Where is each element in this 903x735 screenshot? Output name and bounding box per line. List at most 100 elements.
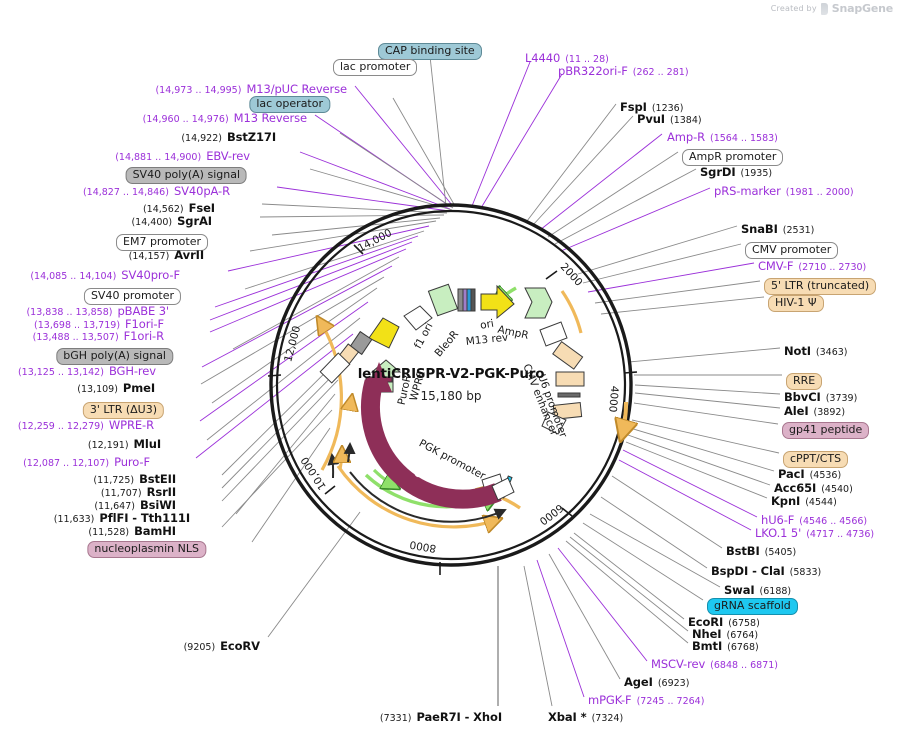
label-name: SnaBI bbox=[741, 222, 778, 236]
enzyme-label-alei[interactable]: AleI (3892) bbox=[784, 405, 846, 418]
label-name: mPGK-F bbox=[588, 693, 632, 707]
feature-label-sv40-promoter[interactable]: SV40 promoter bbox=[83, 288, 181, 305]
label-name: RsrII bbox=[146, 485, 177, 499]
feature-label-lac-operator[interactable]: lac operator bbox=[249, 96, 330, 113]
label-position: (1935) bbox=[740, 168, 773, 179]
primer-label-hu6-f[interactable]: hU6-F (4546 .. 4566) bbox=[761, 514, 867, 527]
enzyme-label-pmei[interactable]: (13,109) PmeI bbox=[77, 381, 155, 395]
enzyme-label-nhei[interactable]: NheI (6764) bbox=[692, 628, 758, 641]
enzyme-label-swai[interactable]: SwaI (6188) bbox=[724, 584, 791, 597]
primer-label-mpgk-f[interactable]: mPGK-F (7245 .. 7264) bbox=[588, 693, 704, 707]
primer-label-pbabe-3prime[interactable]: (13,838 .. 13,858) pBABE 3' bbox=[26, 305, 169, 318]
feature-label-cmv-promoter[interactable]: CMV promoter bbox=[745, 242, 839, 259]
primer-label-pbr322ori-f[interactable]: pBR322ori-F (262 .. 281) bbox=[558, 65, 689, 78]
enzyme-label-mlui[interactable]: (12,191) MluI bbox=[88, 437, 162, 451]
primer-label-m13-puc-reverse[interactable]: (14,973 .. 14,995) M13/pUC Reverse bbox=[155, 83, 347, 96]
primer-label-wpre-r[interactable]: (12,259 .. 12,279) WPRE-R bbox=[18, 419, 154, 432]
primer-label-cmv-f[interactable]: CMV-F (2710 .. 2730) bbox=[758, 260, 867, 273]
label-position: (4717 .. 4736) bbox=[806, 529, 875, 540]
label-name: MluI bbox=[133, 437, 162, 451]
enzyme-label-pvui[interactable]: PvuI (1384) bbox=[637, 112, 702, 126]
feature-label-sv40-polya-signal[interactable]: SV40 poly(A) signal bbox=[125, 167, 247, 184]
enzyme-label-bstz17i[interactable]: (14,922) BstZ17I bbox=[181, 131, 276, 144]
enzyme-label-bsteii[interactable]: (11,725) BstEII bbox=[93, 473, 176, 486]
enzyme-label-noti[interactable]: NotI (3463) bbox=[784, 345, 848, 358]
primer-label-puro-f[interactable]: (12,087 .. 12,107) Puro-F bbox=[23, 455, 150, 469]
watermark-prefix: Created by bbox=[770, 4, 817, 13]
label-name: PvuI bbox=[637, 112, 665, 126]
label-name: FspI bbox=[620, 100, 647, 114]
enzyme-label-fspi[interactable]: FspI (1236) bbox=[620, 100, 683, 114]
enzyme-label-avrii[interactable]: (14,157) AvrII bbox=[128, 249, 204, 262]
enzyme-label-bbvci[interactable]: BbvCI (3739) bbox=[784, 391, 857, 404]
primer-label-l4440[interactable]: L4440 (11 .. 28) bbox=[525, 52, 609, 65]
enzyme-label-rsrii[interactable]: (11,707) RsrII bbox=[101, 485, 177, 499]
primer-label-f1ori-r[interactable]: (13,488 .. 13,507) F1ori-R bbox=[32, 330, 164, 343]
label-position: (14,827 .. 14,846) bbox=[82, 187, 169, 198]
feature-label-rre[interactable]: RRE bbox=[786, 373, 823, 390]
label-position: (2710 .. 2730) bbox=[798, 262, 867, 273]
enzyme-label-xbai[interactable]: XbaI * (7324) bbox=[548, 711, 623, 724]
feature-label-bgh-polya-signal[interactable]: bGH poly(A) signal bbox=[56, 348, 173, 365]
primer-label-ebv-rev[interactable]: (14,881 .. 14,900) EBV-rev bbox=[115, 150, 250, 163]
primer-label-f1ori-f[interactable]: (13,698 .. 13,719) F1ori-F bbox=[34, 317, 164, 331]
enzyme-label-bmti[interactable]: BmtI (6768) bbox=[692, 640, 759, 653]
enzyme-label-bstbi[interactable]: BstBI (5405) bbox=[726, 545, 796, 558]
label-name: SgrDI bbox=[700, 165, 736, 179]
feature-label-em7-promoter[interactable]: EM7 promoter bbox=[116, 234, 208, 251]
primer-label-m13-reverse[interactable]: (14,960 .. 14,976) M13 Reverse bbox=[142, 112, 307, 125]
leader-lines-bottom bbox=[497, 565, 553, 707]
enzyme-label-pflfi-tth111i[interactable]: (11,633) PflFI - Tth111I bbox=[54, 512, 190, 525]
feature-label-five-prime-ltr[interactable]: 5' LTR (truncated) bbox=[764, 278, 877, 295]
label-position: (13,488 .. 13,507) bbox=[32, 332, 119, 343]
primer-label-bgh-rev[interactable]: (13,125 .. 13,142) BGH-rev bbox=[18, 365, 156, 378]
enzyme-label-ecori[interactable]: EcoRI (6758) bbox=[688, 616, 760, 629]
label-position: (14,157) bbox=[128, 251, 170, 262]
primer-label-lko1-5prime[interactable]: LKO.1 5' (4717 .. 4736) bbox=[755, 527, 875, 540]
label-name: F1ori-F bbox=[125, 317, 164, 331]
feature-label-lac-promoter[interactable]: lac promoter bbox=[333, 59, 418, 76]
feature-label-ampr-promoter[interactable]: AmpR promoter bbox=[682, 149, 784, 166]
label-position: (11 .. 28) bbox=[565, 54, 609, 65]
feature-label-nucleoplasmin-nls[interactable]: nucleoplasmin NLS bbox=[87, 541, 206, 558]
feature-label-cppt-cts[interactable]: cPPT/CTS bbox=[783, 451, 849, 468]
label-position: (7331) bbox=[379, 713, 412, 724]
primer-label-amp-r[interactable]: Amp-R (1564 .. 1583) bbox=[667, 131, 778, 144]
enzyme-label-paer7i-xhoi[interactable]: (7331) PaeR7I - XhoI bbox=[379, 711, 502, 724]
primer-label-sv40pa-r[interactable]: (14,827 .. 14,846) SV40pA-R bbox=[82, 185, 230, 198]
enzyme-label-ecorv[interactable]: (9205) EcoRV bbox=[184, 640, 261, 653]
enzyme-label-sgrai[interactable]: (14,400) SgrAI bbox=[131, 215, 212, 228]
enzyme-label-acc65i[interactable]: Acc65I (4540) bbox=[774, 482, 853, 495]
leader-lines-right bbox=[526, 103, 782, 698]
primer-label-sv40pro-f[interactable]: (14,085 .. 14,104) SV40pro-F bbox=[30, 269, 180, 282]
enzyme-label-kpni[interactable]: KpnI (4544) bbox=[771, 495, 837, 508]
label-position: (14,922) bbox=[181, 133, 222, 144]
label-position: (4536) bbox=[809, 470, 842, 481]
feature-label-grna-scaffold[interactable]: gRNA scaffold bbox=[707, 598, 798, 615]
label-position: (14,960 .. 14,976) bbox=[142, 114, 229, 125]
enzyme-label-snabi[interactable]: SnaBI (2531) bbox=[741, 222, 815, 236]
enzyme-label-paci[interactable]: PacI (4536) bbox=[778, 468, 842, 481]
label-name: PmeI bbox=[122, 381, 155, 395]
enzyme-label-sgrdi[interactable]: SgrDI (1935) bbox=[700, 165, 773, 179]
enzyme-label-fsei[interactable]: (14,562) FseI bbox=[143, 202, 215, 215]
label-name: Puro-F bbox=[114, 455, 150, 469]
leader-lines-top bbox=[429, 55, 563, 209]
label-position: (11,647) bbox=[94, 501, 135, 512]
feature-label-gp41-peptide[interactable]: gp41 peptide bbox=[782, 422, 870, 439]
label-position: (6758) bbox=[728, 618, 760, 629]
feature-label-cap-binding-site[interactable]: CAP binding site bbox=[378, 43, 482, 60]
feature-label-three-prime-ltr[interactable]: 3' LTR (ΔU3) bbox=[82, 402, 164, 419]
feature-label-hiv-1-psi[interactable]: HIV-1 Ψ bbox=[768, 295, 824, 312]
primer-label-prs-marker[interactable]: pRS-marker (1981 .. 2000) bbox=[714, 185, 854, 198]
label-position: (3892) bbox=[813, 407, 846, 418]
enzyme-label-agei[interactable]: AgeI (6923) bbox=[624, 676, 689, 689]
enzyme-label-bspdi-clai[interactable]: BspDI - ClaI (5833) bbox=[711, 565, 821, 578]
snapgene-watermark: Created by SnapGene bbox=[771, 2, 893, 15]
enzyme-label-bamhi[interactable]: (11,528) BamHI bbox=[88, 524, 176, 538]
primer-label-mscv-rev[interactable]: MSCV-rev (6848 .. 6871) bbox=[651, 658, 778, 671]
enzyme-label-bsiwi[interactable]: (11,647) BsiWI bbox=[94, 499, 176, 512]
label-name: BamHI bbox=[134, 524, 176, 538]
label-position: (2531) bbox=[782, 225, 815, 236]
